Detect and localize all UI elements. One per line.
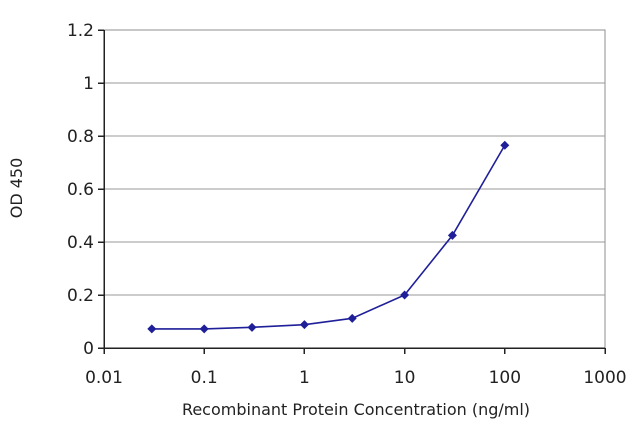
data-point-marker [147, 324, 157, 334]
data-point-marker [299, 320, 309, 330]
x-tick-label: 100 [489, 368, 521, 388]
y-tick-label: 0.4 [67, 233, 94, 253]
series-line [151, 144, 506, 330]
y-axis-title: OD 450 [7, 158, 26, 219]
x-tick-label: 0.1 [191, 368, 218, 388]
data-point-marker [400, 290, 410, 300]
y-tick-label: 1 [83, 74, 94, 94]
data-point-marker [447, 230, 457, 240]
data-point-marker [199, 324, 209, 334]
data-point-marker [247, 322, 257, 332]
y-tick-label: 0.8 [67, 127, 94, 147]
y-tick-label: 0 [83, 339, 94, 359]
data-point-marker [347, 313, 357, 323]
grid-layer [104, 82, 605, 296]
x-tick-label: 1 [299, 368, 310, 388]
data-point-marker [500, 140, 510, 150]
series-layer [147, 140, 510, 334]
y-tick-label: 0.2 [67, 286, 94, 306]
x-tick-label: 0.01 [85, 368, 123, 388]
label-layer: 0 0.2 0.4 0.6 0.8 1 1.2 0.01 0.1 1 10 100 1000 [67, 21, 627, 388]
x-tick-label: 1000 [583, 368, 626, 388]
y-tick-label: 0.6 [67, 180, 94, 200]
x-axis-title: Recombinant Protein Concentration (ng/ml… [182, 400, 530, 419]
y-tick-label: 1.2 [67, 21, 94, 41]
axis-layer [98, 29, 606, 354]
x-tick-label: 10 [394, 368, 416, 388]
